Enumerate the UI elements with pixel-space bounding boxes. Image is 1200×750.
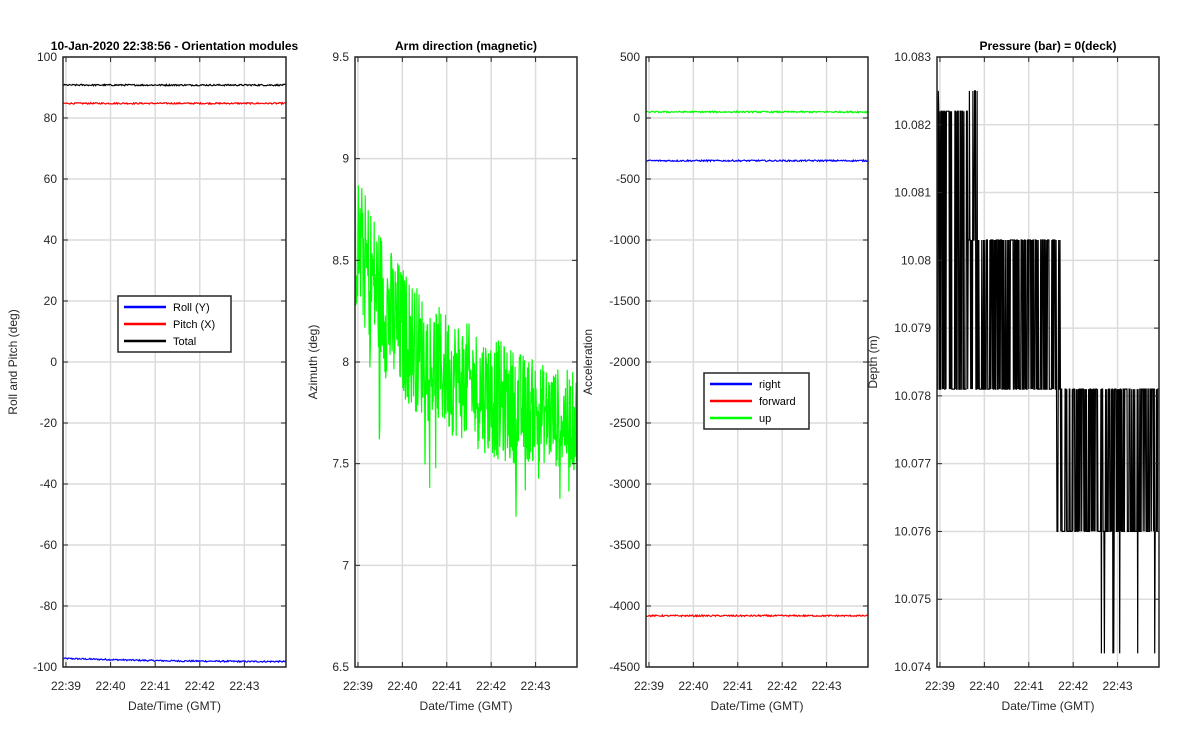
series-group bbox=[646, 110, 868, 618]
series-line-1 bbox=[355, 182, 577, 517]
series-group bbox=[355, 182, 577, 517]
x-axis-label: Date/Time (GMT) bbox=[1002, 699, 1095, 713]
y-tick-label: -2500 bbox=[609, 416, 640, 430]
x-tick-label: 22:39 bbox=[634, 679, 664, 693]
series-line-forward bbox=[646, 613, 868, 618]
x-tick-label: 22:40 bbox=[96, 679, 126, 693]
y-tick-label: 7 bbox=[342, 558, 349, 572]
y-tick-label: -4000 bbox=[609, 599, 640, 613]
legend-label: forward bbox=[759, 396, 796, 408]
legend-label: right bbox=[759, 379, 780, 391]
y-tick-label: 9 bbox=[342, 152, 349, 166]
y-tick-label: -80 bbox=[40, 599, 58, 613]
y-tick-label: 100 bbox=[37, 50, 57, 64]
y-tick-label: 10.083 bbox=[894, 50, 931, 64]
y-tick-label: 10.082 bbox=[894, 118, 931, 132]
legend-label: up bbox=[759, 413, 771, 425]
legend: Roll (Y) Pitch (X) Total bbox=[117, 295, 232, 353]
y-tick-label: -3500 bbox=[609, 538, 640, 552]
y-tick-label: 20 bbox=[44, 294, 58, 308]
series-line-pitch-x bbox=[63, 101, 286, 106]
y-tick-label: 6.5 bbox=[332, 660, 349, 674]
series-line-total bbox=[63, 83, 286, 87]
y-tick-label: 10.074 bbox=[894, 660, 931, 674]
legend: right forward up bbox=[703, 372, 810, 430]
y-tick-label: -2000 bbox=[609, 355, 640, 369]
axes-box bbox=[936, 56, 1160, 668]
y-tick-label: 10.079 bbox=[894, 321, 931, 335]
legend-label: Roll (Y) bbox=[173, 302, 210, 314]
x-tick-label: 22:41 bbox=[432, 679, 462, 693]
x-tick-label: 22:42 bbox=[476, 679, 506, 693]
y-tick-label: 80 bbox=[44, 111, 58, 125]
y-tick-label: 10.078 bbox=[894, 389, 931, 403]
x-tick-label: 22:43 bbox=[1103, 679, 1133, 693]
y-tick-label: 9.5 bbox=[332, 50, 349, 64]
series-line-up bbox=[646, 110, 868, 114]
series-line-1 bbox=[937, 90, 1159, 654]
series-group bbox=[937, 90, 1159, 654]
y-tick-label: -20 bbox=[40, 416, 58, 430]
y-tick-label: -40 bbox=[40, 477, 58, 491]
x-axis-label: Date/Time (GMT) bbox=[128, 699, 221, 713]
y-axis-label: Roll and Pitch (deg) bbox=[6, 309, 20, 414]
y-tick-label: -500 bbox=[616, 172, 640, 186]
chart-title: Pressure (bar) = 0(deck) bbox=[979, 39, 1116, 53]
series-line-roll-y bbox=[63, 657, 286, 664]
y-tick-label: 10.077 bbox=[894, 457, 931, 471]
chart-title: Arm direction (magnetic) bbox=[395, 39, 537, 53]
x-tick-label: 22:40 bbox=[387, 679, 417, 693]
x-tick-label: 22:39 bbox=[925, 679, 955, 693]
y-tick-label: 7.5 bbox=[332, 457, 349, 471]
x-tick-label: 22:40 bbox=[969, 679, 999, 693]
y-tick-label: -100 bbox=[33, 660, 57, 674]
chart-title: 10-Jan-2020 22:38:56 - Orientation modul… bbox=[51, 39, 299, 53]
y-axis-label: Azimuth (deg) bbox=[306, 325, 320, 400]
x-tick-label: 22:42 bbox=[767, 679, 797, 693]
y-tick-label: -4500 bbox=[609, 660, 640, 674]
x-tick-label: 22:41 bbox=[140, 679, 170, 693]
gridlines bbox=[63, 56, 286, 668]
y-tick-label: 60 bbox=[44, 172, 58, 186]
y-tick-label: -1000 bbox=[609, 233, 640, 247]
chart-panel-2: 22:39 22:40 22:41 22:42 22:43 6.5 7 7.5 8 8.5 9 9.5… bbox=[306, 39, 578, 713]
chart-panel-1: 22:39 22:40 22:41 22:42 22:43 -100 -80 -60 -40 -2… bbox=[6, 39, 299, 713]
x-tick-label: 22:40 bbox=[678, 679, 708, 693]
y-tick-label: 10.076 bbox=[894, 524, 931, 538]
x-tick-label: 22:43 bbox=[812, 679, 842, 693]
x-tick-label: 22:43 bbox=[521, 679, 551, 693]
x-tick-label: 22:39 bbox=[343, 679, 373, 693]
y-tick-label: 0 bbox=[633, 111, 640, 125]
y-axis-label: Acceleration bbox=[581, 329, 595, 395]
series-line-right bbox=[646, 158, 868, 163]
y-axis-label: Depth (m) bbox=[866, 335, 880, 388]
legend-label: Total bbox=[173, 336, 196, 348]
series-group bbox=[63, 83, 286, 664]
y-tick-label: -60 bbox=[40, 538, 58, 552]
y-tick-label: 10.075 bbox=[894, 592, 931, 606]
gridlines bbox=[646, 56, 868, 668]
y-tick-label: 500 bbox=[620, 50, 640, 64]
y-tick-label: 10.08 bbox=[901, 253, 931, 267]
y-tick-label: -1500 bbox=[609, 294, 640, 308]
x-tick-label: 22:42 bbox=[1058, 679, 1088, 693]
chart-panel-4: 22:39 22:40 22:41 22:42 22:43 10.074 10.075 10.… bbox=[866, 39, 1160, 713]
x-tick-label: 22:41 bbox=[723, 679, 753, 693]
chart-panel-3: 22:39 22:40 22:41 22:42 22:43 -4500 -4000 -3500… bbox=[581, 50, 869, 713]
x-tick-label: 22:42 bbox=[185, 679, 215, 693]
x-axis-label: Date/Time (GMT) bbox=[420, 699, 513, 713]
x-axis-label: Date/Time (GMT) bbox=[711, 699, 804, 713]
x-tick-label: 22:39 bbox=[51, 679, 81, 693]
y-tick-label: 8.5 bbox=[332, 253, 349, 267]
y-tick-label: 8 bbox=[342, 355, 349, 369]
legend-label: Pitch (X) bbox=[173, 319, 215, 331]
y-tick-label: 40 bbox=[44, 233, 58, 247]
x-tick-label: 22:43 bbox=[229, 679, 259, 693]
y-tick-label: -3000 bbox=[609, 477, 640, 491]
y-tick-label: 10.081 bbox=[894, 186, 931, 200]
y-tick-label: 0 bbox=[50, 355, 57, 369]
x-tick-label: 22:41 bbox=[1014, 679, 1044, 693]
